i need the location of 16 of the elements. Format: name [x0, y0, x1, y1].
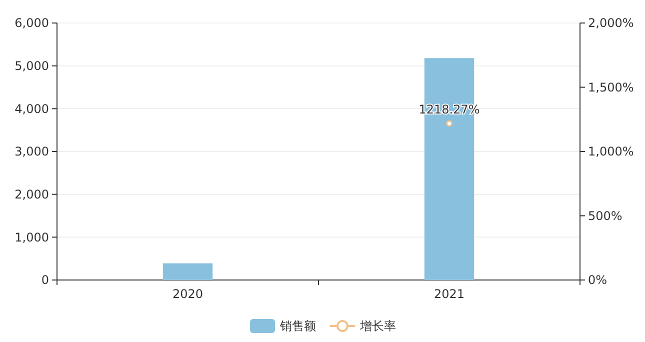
y-tick-label: 2,000 [14, 188, 49, 202]
x-tick-label: 2021 [434, 287, 465, 301]
y-tick-label: 6,000 [14, 16, 49, 30]
y2-tick-label: 500% [588, 208, 622, 223]
legend-label: 销售额 [279, 319, 316, 334]
y-tick-label: 3,000 [14, 144, 49, 159]
y2-tick-label: 0% [588, 273, 608, 288]
y2-tick-label: 1,000% [588, 144, 634, 159]
y2-tick-label: 1,500% [588, 80, 634, 94]
x-tick-label: 2020 [172, 287, 204, 301]
y-tick-label: 5,000 [14, 59, 49, 74]
y-tick-label: 1,000 [14, 230, 49, 244]
y2-tick-label: 2,000% [588, 16, 634, 30]
legend-label: 增长率 [359, 319, 396, 334]
y-tick-label: 0 [41, 273, 49, 288]
y-tick-label: 4,000 [14, 102, 49, 116]
